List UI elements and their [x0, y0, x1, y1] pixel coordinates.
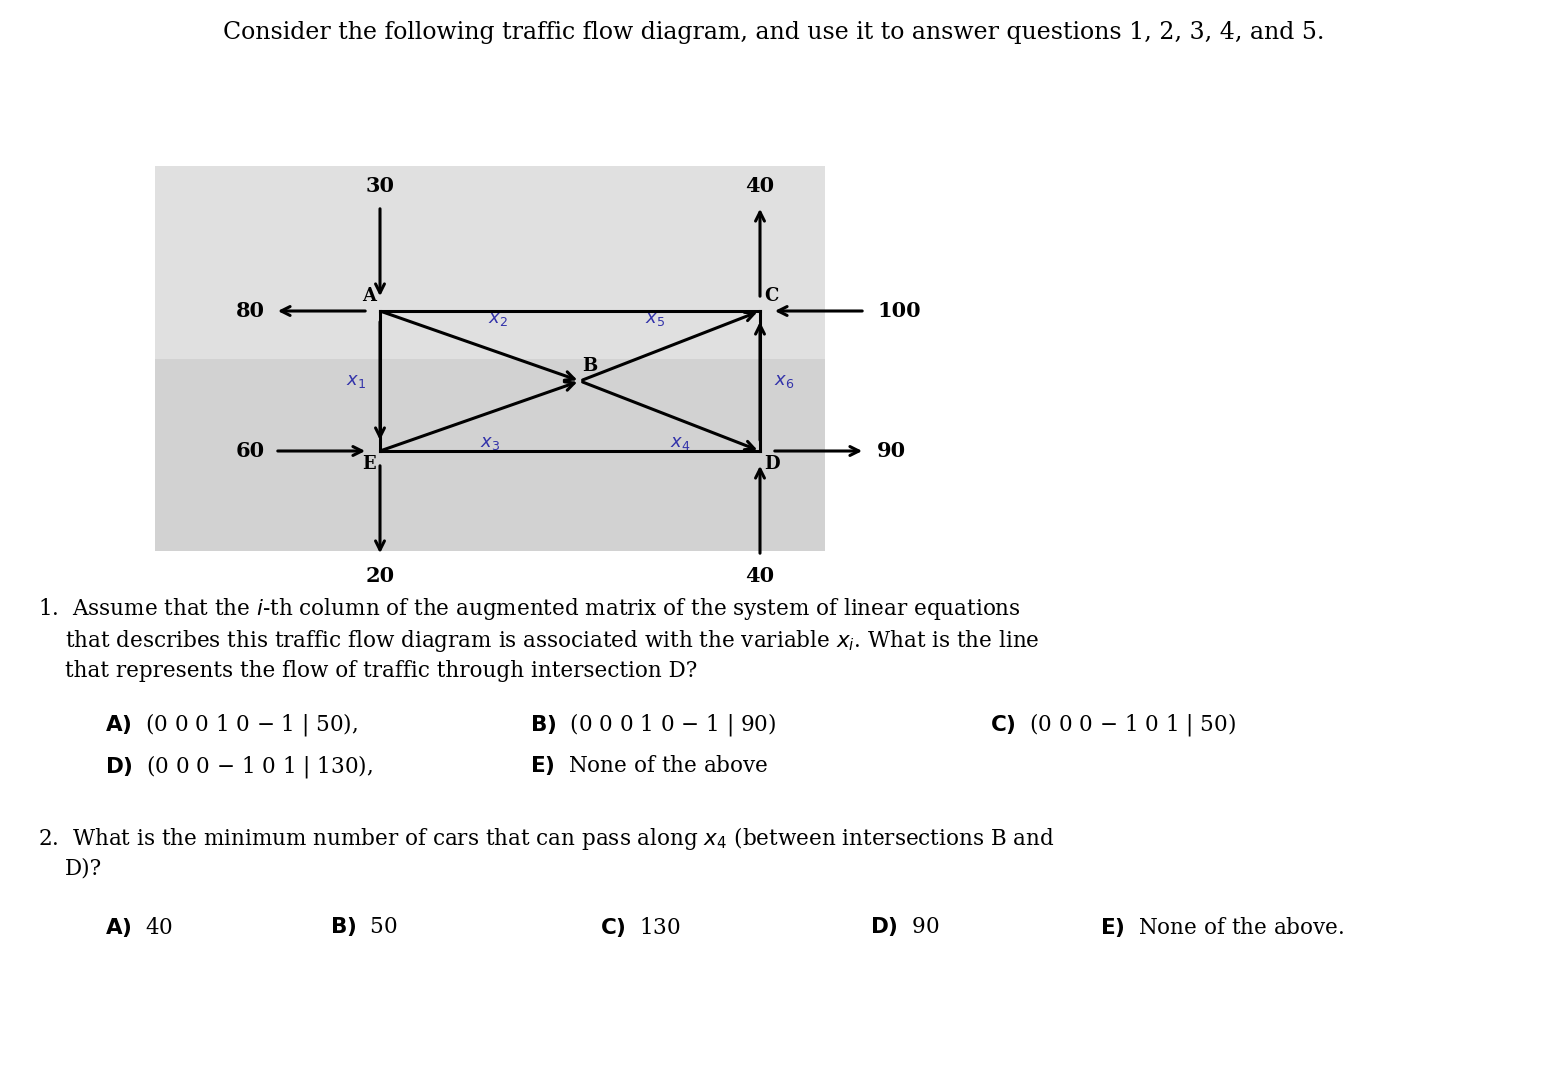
Text: $\mathbf{E)}$  None of the above: $\mathbf{E)}$ None of the above [529, 753, 768, 776]
Text: E: E [362, 455, 376, 473]
Text: that describes this traffic flow diagram is associated with the variable $x_i$. : that describes this traffic flow diagram… [65, 628, 1040, 654]
Text: $x_1$: $x_1$ [347, 372, 365, 390]
Text: $\mathbf{D)}$  90: $\mathbf{D)}$ 90 [870, 915, 940, 938]
Text: 1.  Assume that the $\it{i}$-th column of the augmented matrix of the system of : 1. Assume that the $\it{i}$-th column of… [39, 596, 1020, 622]
Text: A: A [362, 287, 376, 305]
Text: $\mathbf{C)}$  130: $\mathbf{C)}$ 130 [601, 915, 681, 939]
Text: 30: 30 [365, 176, 395, 195]
Text: $\mathbf{B)}$  50: $\mathbf{B)}$ 50 [330, 915, 398, 938]
Bar [155, 166, 825, 358]
Text: 40: 40 [746, 176, 774, 195]
Text: $x_2$: $x_2$ [488, 310, 508, 328]
Text: 20: 20 [365, 566, 395, 586]
Text: $\mathbf{B)}$  (0 0 0 1 0 $-$ 1 | 90): $\mathbf{B)}$ (0 0 0 1 0 $-$ 1 | 90) [529, 711, 777, 738]
Text: $\mathbf{C)}$  (0 0 0 $-$ 1 0 1 | 50): $\mathbf{C)}$ (0 0 0 $-$ 1 0 1 | 50) [991, 711, 1235, 738]
Text: 60: 60 [235, 441, 265, 460]
Text: $x_5$: $x_5$ [646, 310, 666, 328]
Text: Consider the following traffic flow diagram, and use it to answer questions 1, 2: Consider the following traffic flow diag… [223, 21, 1325, 45]
Text: $\mathbf{D)}$  (0 0 0 $-$ 1 0 1 | 130),: $\mathbf{D)}$ (0 0 0 $-$ 1 0 1 | 130), [105, 753, 373, 780]
Text: $\mathbf{A)}$  (0 0 0 1 0 $-$ 1 | 50),: $\mathbf{A)}$ (0 0 0 1 0 $-$ 1 | 50), [105, 711, 358, 738]
Text: 90: 90 [878, 441, 906, 460]
Text: that represents the flow of traffic through intersection D?: that represents the flow of traffic thro… [65, 660, 697, 682]
Text: $\mathbf{A)}$  40: $\mathbf{A)}$ 40 [105, 915, 173, 939]
Text: 100: 100 [878, 301, 921, 321]
Text: B: B [582, 357, 598, 375]
Text: $x_3$: $x_3$ [480, 434, 500, 452]
Text: D)?: D)? [65, 857, 102, 879]
Text: D: D [765, 455, 780, 473]
Text: 80: 80 [235, 301, 265, 321]
Text: 40: 40 [746, 566, 774, 586]
Text: $x_4$: $x_4$ [670, 434, 690, 452]
Text: 2.  What is the minimum number of cars that can pass along $x_4$ (between inters: 2. What is the minimum number of cars th… [39, 825, 1054, 853]
Text: C: C [765, 287, 779, 305]
Text: $x_6$: $x_6$ [774, 372, 794, 390]
Bar [155, 166, 825, 551]
Text: $\mathbf{E)}$  None of the above.: $\mathbf{E)}$ None of the above. [1101, 915, 1344, 939]
